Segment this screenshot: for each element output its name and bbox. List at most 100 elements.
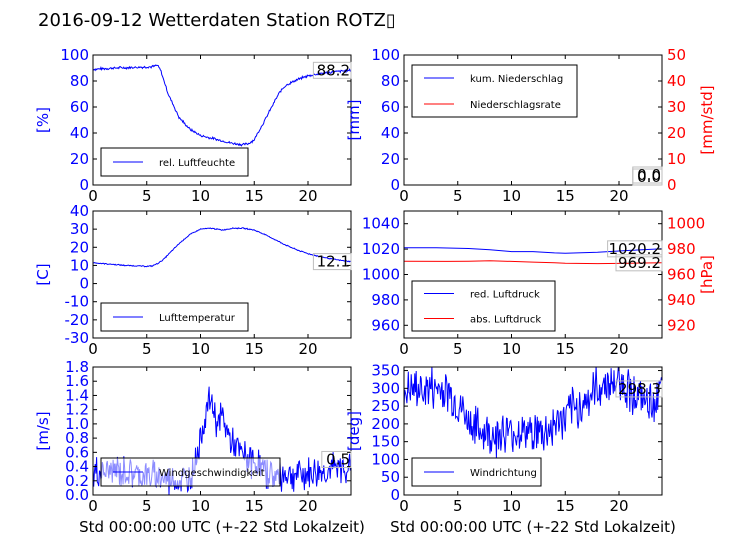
- humidity-xtick-label: 10: [191, 187, 210, 205]
- temperature-legend: Lufttemperatur: [100, 302, 249, 332]
- temperature-ytick-label: 0: [79, 275, 89, 293]
- temperature-xtick-label: 0: [88, 340, 98, 358]
- figure-title: 2016-09-12 Wetterdaten Station ROTZ▯: [38, 10, 396, 31]
- windspeed-xtick-label: 10: [191, 497, 210, 515]
- temperature-series-line-0: [93, 227, 351, 268]
- temperature-legend-label: Lufttemperatur: [159, 313, 236, 324]
- windspeed-value-text: 0.5: [326, 450, 350, 468]
- pressure-value-text: 969.2: [618, 254, 661, 272]
- humidity-xtick-label: 15: [245, 187, 264, 205]
- winddirection-xtick-label: 15: [556, 497, 575, 515]
- windspeed-ytick-label: 1.8: [65, 358, 89, 376]
- winddirection-ytick-label: 150: [371, 433, 400, 451]
- temperature-ylabel: [C]: [34, 263, 52, 285]
- windspeed-ytick-label: 0.0: [65, 486, 89, 504]
- winddirection-xlabel: Std 00:00:00 UTC (+-22 Std Lokalzeit): [390, 518, 676, 536]
- pressure-xtick-label: 0: [399, 340, 409, 358]
- winddirection-xtick-label: 5: [453, 497, 463, 515]
- precipitation-ytick-right-label: 10: [667, 150, 686, 168]
- pressure-series-line-0: [404, 247, 662, 254]
- temperature-frame: [92, 210, 352, 339]
- humidity-legend: rel. Luftfeuchte: [100, 147, 249, 177]
- temperature-ytick-label: 30: [70, 220, 89, 238]
- pressure-ylabel-right: [hPa]: [698, 255, 716, 294]
- humidity-value-box: [312, 61, 352, 79]
- windspeed-ytick-label: 1.4: [65, 386, 89, 404]
- humidity-ytick-label: 20: [70, 150, 89, 168]
- humidity-frame: [92, 54, 352, 186]
- humidity-ytick-label: 0: [79, 176, 89, 194]
- precipitation-value-box: [632, 166, 663, 184]
- winddirection-frame: [403, 366, 663, 496]
- precipitation-ytick-right-label: 30: [667, 98, 686, 116]
- winddirection-value-annotation: 298.3: [615, 380, 663, 398]
- precipitation-xtick-label: 10: [502, 187, 521, 205]
- temperature-xtick-label: 5: [142, 340, 152, 358]
- precipitation-value-annotation: 0.0: [632, 166, 663, 184]
- humidity-series-line-0: [93, 64, 351, 147]
- windspeed-value-annotation: 0.5: [321, 450, 352, 468]
- pressure-ytick-right-label: 940: [667, 291, 696, 309]
- winddirection-ytick-label: 0: [390, 486, 400, 504]
- pressure-value-text: 1020.2: [609, 240, 662, 258]
- windspeed-ytick-label: 1.0: [65, 415, 89, 433]
- pressure-xtick-label: 20: [609, 340, 628, 358]
- pressure-value-annotation: 1020.2: [607, 240, 663, 258]
- precipitation-ytick-right-label: 20: [667, 124, 686, 142]
- precipitation-ylabel-right: [mm/std]: [698, 85, 716, 154]
- humidity-ytick-label: 100: [60, 46, 89, 64]
- windspeed-ytick-label: 1.6: [65, 372, 89, 390]
- humidity-ytick-label: 40: [70, 124, 89, 142]
- windspeed-xtick-label: 5: [142, 497, 152, 515]
- pressure-xtick-label: 15: [556, 340, 575, 358]
- pressure-xtick-label: 5: [453, 340, 463, 358]
- humidity-value-text: 88.2: [317, 61, 350, 79]
- humidity-ylabel: [%]: [34, 107, 52, 133]
- precipitation-ytick-label: 60: [381, 98, 400, 116]
- precipitation-xtick-label: 15: [556, 187, 575, 205]
- pressure-value-box: [607, 240, 663, 258]
- windspeed-xlabel: Std 00:00:00 UTC (+-22 Std Lokalzeit): [79, 518, 365, 536]
- winddirection-legend-label: Windrichtung: [470, 468, 537, 479]
- windspeed-xtick-label: 15: [245, 497, 264, 515]
- pressure-value-box: [615, 254, 663, 272]
- pressure-panel: 0 5 10 15 20 960 980 1000 1020 1040 920 940 960 980 10…: [362, 210, 716, 358]
- precipitation-value-text: 0.0: [637, 168, 661, 186]
- winddirection-legend: Windrichtung: [411, 457, 542, 487]
- humidity-xtick-label: 0: [88, 187, 98, 205]
- windspeed-ytick-label: 0.4: [65, 458, 89, 476]
- humidity-legend-label: rel. Luftfeuchte: [159, 158, 235, 169]
- pressure-series-line-1: [404, 260, 662, 265]
- temperature-ytick-label: -30: [65, 329, 90, 347]
- windspeed-ytick-label: 0.6: [65, 443, 89, 461]
- precipitation-panel: 0 5 10 15 20 0 20 40 60 80 100 0 10 20 30 40 50 [mm] [mm/s…: [345, 46, 716, 205]
- windspeed-panel: 0 5 10 15 20 0.00.20.40.60.81.01.21.41.61.8 [m…: [34, 358, 365, 536]
- precipitation-ytick-label: 0: [390, 176, 400, 194]
- pressure-ytick-label: 980: [371, 291, 400, 309]
- pressure-ytick-right-label: 1000: [667, 215, 705, 233]
- pressure-legend: red. Luftdruck abs. Luftdruck: [411, 280, 556, 332]
- winddirection-ytick-label: 100: [371, 450, 400, 468]
- windspeed-xtick-label: 0: [88, 497, 98, 515]
- temperature-value-box: [312, 253, 352, 271]
- winddirection-xtick-label: 0: [399, 497, 409, 515]
- precipitation-legend-box: [411, 64, 578, 118]
- temperature-xtick-label: 10: [191, 340, 210, 358]
- pressure-ytick-label: 960: [371, 316, 400, 334]
- pressure-legend-label: abs. Luftdruck: [470, 315, 541, 326]
- windspeed-ylabel: [m/s]: [34, 411, 52, 450]
- windspeed-value-box: [321, 450, 352, 468]
- pressure-ytick-right-label: 920: [667, 316, 696, 334]
- winddirection-value-box: [615, 380, 663, 398]
- precipitation-xtick-label: 0: [399, 187, 409, 205]
- precipitation-ytick-label: 40: [381, 124, 400, 142]
- precipitation-ytick-label: 20: [381, 150, 400, 168]
- precipitation-legend-label: kum. Niederschlag: [470, 74, 563, 85]
- pressure-ytick-label: 1040: [362, 215, 400, 233]
- pressure-legend-label: red. Luftdruck: [470, 290, 540, 301]
- pressure-legend-box: [411, 280, 556, 332]
- winddirection-xtick-label: 10: [502, 497, 521, 515]
- temperature-ytick-label: 10: [70, 256, 89, 274]
- humidity-panel: 0 5 10 15 20 0 20 40 60 80 100 [%] rel. Luftfeuchte 8…: [34, 46, 352, 205]
- precipitation-xtick-label: 20: [609, 187, 628, 205]
